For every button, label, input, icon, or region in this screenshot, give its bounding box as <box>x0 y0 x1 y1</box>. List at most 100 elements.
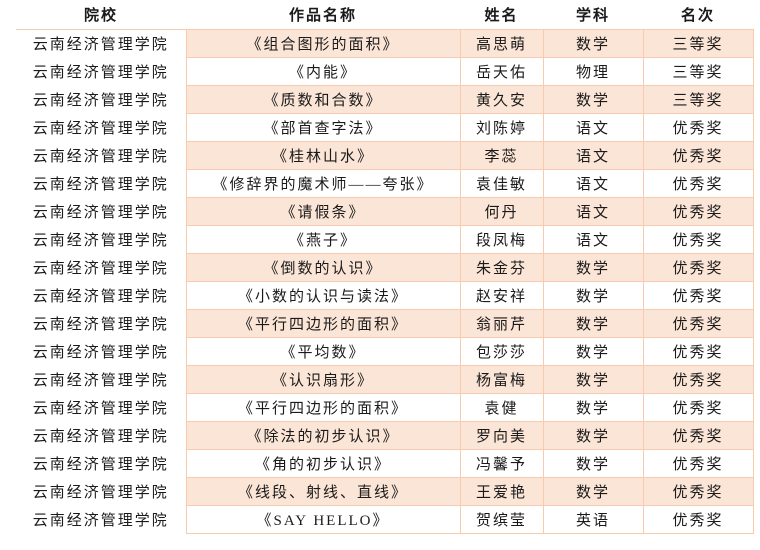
table-row: 云南经济管理学院 《线段、射线、直线》 王爱艳 数学 优秀奖 <box>16 476 754 506</box>
table-row: 云南经济管理学院 《平行四边形的面积》 翁丽芹 数学 优秀奖 <box>16 308 754 338</box>
cell-subject: 数学 <box>542 252 644 282</box>
table-row: 云南经济管理学院 《内能》 岳天佑 物理 三等奖 <box>16 56 754 86</box>
cell-student_name: 高思萌 <box>459 28 544 58</box>
cell-work_title: 《线段、射线、直线》 <box>185 476 461 506</box>
cell-student_name: 刘陈婷 <box>459 112 544 142</box>
table-row: 云南经济管理学院 《请假条》 何丹 语文 优秀奖 <box>16 196 754 226</box>
cell-student_name: 袁佳敏 <box>459 168 544 198</box>
cell-student_name: 赵安祥 <box>459 280 544 310</box>
cell-subject: 语文 <box>542 168 644 198</box>
cell-work_title: 《SAY HELLO》 <box>185 504 461 534</box>
cell-subject: 数学 <box>542 448 644 478</box>
cell-rank: 三等奖 <box>642 84 754 114</box>
cell-student_name: 贺缤莹 <box>459 504 544 534</box>
cell-institution: 云南经济管理学院 <box>16 253 187 281</box>
cell-student_name: 李蕊 <box>459 140 544 170</box>
cell-institution: 云南经济管理学院 <box>16 477 187 505</box>
cell-student_name: 段凤梅 <box>459 224 544 254</box>
cell-rank: 优秀奖 <box>642 196 754 226</box>
cell-work_title: 《除法的初步认识》 <box>185 420 461 450</box>
table-row: 云南经济管理学院 《认识扇形》 杨富梅 数学 优秀奖 <box>16 364 754 394</box>
cell-work_title: 《质数和合数》 <box>185 84 461 114</box>
cell-subject: 语文 <box>542 112 644 142</box>
cell-subject: 数学 <box>542 280 644 310</box>
table-row: 云南经济管理学院 《小数的认识与读法》 赵安祥 数学 优秀奖 <box>16 280 754 310</box>
cell-subject: 数学 <box>542 420 644 450</box>
cell-work_title: 《角的初步认识》 <box>185 448 461 478</box>
cell-institution: 云南经济管理学院 <box>16 365 187 393</box>
cell-subject: 数学 <box>542 336 644 366</box>
cell-work_title: 《小数的认识与读法》 <box>185 280 461 310</box>
cell-student_name: 包莎莎 <box>459 336 544 366</box>
cell-institution: 云南经济管理学院 <box>16 197 187 225</box>
cell-work_title: 《部首查字法》 <box>185 112 461 142</box>
table-header: 院校 作品名称 姓名 学科 名次 <box>16 0 753 30</box>
cell-subject: 数学 <box>542 476 644 506</box>
table-body: 云南经济管理学院 《组合图形的面积》 高思萌 数学 三等奖 云南经济管理学院 《内能》 岳天佑… <box>16 28 754 534</box>
cell-rank: 三等奖 <box>642 28 754 58</box>
table-row: 云南经济管理学院 《修辞界的魔术师——夸张》 袁佳敏 语文 优秀奖 <box>16 168 754 198</box>
cell-rank: 三等奖 <box>642 56 754 86</box>
cell-institution: 云南经济管理学院 <box>16 85 187 113</box>
table-header-row: 院校 作品名称 姓名 学科 名次 <box>16 0 753 30</box>
cell-institution: 云南经济管理学院 <box>16 449 187 477</box>
cell-rank: 优秀奖 <box>642 168 754 198</box>
cell-institution: 云南经济管理学院 <box>16 225 187 253</box>
cell-subject: 数学 <box>542 28 644 58</box>
cell-subject: 数学 <box>542 364 644 394</box>
table-row: 云南经济管理学院 《燕子》 段凤梅 语文 优秀奖 <box>16 224 754 254</box>
cell-rank: 优秀奖 <box>642 140 754 170</box>
cell-subject: 物理 <box>542 56 644 86</box>
cell-institution: 云南经济管理学院 <box>16 141 187 169</box>
cell-rank: 优秀奖 <box>642 308 754 338</box>
cell-student_name: 朱金芬 <box>459 252 544 282</box>
cell-work_title: 《内能》 <box>185 56 461 86</box>
cell-institution: 云南经济管理学院 <box>16 113 187 141</box>
cell-work_title: 《桂林山水》 <box>185 140 461 170</box>
cell-work_title: 《倒数的认识》 <box>185 252 461 282</box>
cell-student_name: 袁健 <box>459 392 544 422</box>
cell-student_name: 何丹 <box>459 196 544 226</box>
cell-institution: 云南经济管理学院 <box>16 309 187 337</box>
table-row: 云南经济管理学院 《质数和合数》 黄久安 数学 三等奖 <box>16 84 754 114</box>
cell-institution: 云南经济管理学院 <box>16 393 187 421</box>
table-row: 云南经济管理学院 《平行四边形的面积》 袁健 数学 优秀奖 <box>16 392 754 422</box>
cell-subject: 数学 <box>542 392 644 422</box>
cell-rank: 优秀奖 <box>642 420 754 450</box>
cell-work_title: 《组合图形的面积》 <box>185 28 461 58</box>
table-row: 云南经济管理学院 《组合图形的面积》 高思萌 数学 三等奖 <box>16 28 754 58</box>
cell-work_title: 《燕子》 <box>185 224 461 254</box>
cell-student_name: 冯馨予 <box>459 448 544 478</box>
cell-student_name: 杨富梅 <box>459 364 544 394</box>
column-header-rank: 名次 <box>643 0 753 30</box>
cell-work_title: 《认识扇形》 <box>185 364 461 394</box>
awards-table: 院校 作品名称 姓名 学科 名次 云南经济管理学院 《组合图形的面积》 高思萌 数学 三等奖 云南… <box>16 0 754 534</box>
cell-student_name: 黄久安 <box>459 84 544 114</box>
column-header-institution: 院校 <box>16 0 186 30</box>
cell-rank: 优秀奖 <box>642 448 754 478</box>
cell-student_name: 岳天佑 <box>459 56 544 86</box>
table-row: 云南经济管理学院 《平均数》 包莎莎 数学 优秀奖 <box>16 336 754 366</box>
cell-subject: 语文 <box>542 140 644 170</box>
cell-rank: 优秀奖 <box>642 504 754 534</box>
cell-institution: 云南经济管理学院 <box>16 57 187 85</box>
cell-institution: 云南经济管理学院 <box>16 421 187 449</box>
cell-institution: 云南经济管理学院 <box>16 281 187 309</box>
cell-subject: 语文 <box>542 196 644 226</box>
cell-student_name: 王爱艳 <box>459 476 544 506</box>
cell-work_title: 《平行四边形的面积》 <box>185 308 461 338</box>
table-row: 云南经济管理学院 《SAY HELLO》 贺缤莹 英语 优秀奖 <box>16 504 754 534</box>
cell-institution: 云南经济管理学院 <box>16 337 187 365</box>
cell-institution: 云南经济管理学院 <box>16 169 187 197</box>
cell-institution: 云南经济管理学院 <box>16 505 187 533</box>
cell-student_name: 罗向美 <box>459 420 544 450</box>
column-header-work_title: 作品名称 <box>186 0 460 30</box>
cell-work_title: 《平均数》 <box>185 336 461 366</box>
column-header-student_name: 姓名 <box>460 0 543 30</box>
cell-subject: 数学 <box>542 84 644 114</box>
column-header-subject: 学科 <box>543 0 643 30</box>
cell-work_title: 《修辞界的魔术师——夸张》 <box>185 168 461 198</box>
table-row: 云南经济管理学院 《倒数的认识》 朱金芬 数学 优秀奖 <box>16 252 754 282</box>
cell-rank: 优秀奖 <box>642 280 754 310</box>
table-row: 云南经济管理学院 《除法的初步认识》 罗向美 数学 优秀奖 <box>16 420 754 450</box>
